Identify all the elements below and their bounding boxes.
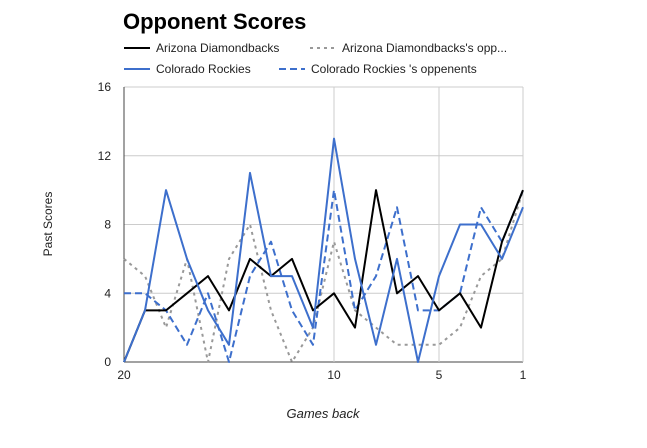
- x-tick-label: 5: [436, 368, 443, 382]
- legend-label-0: Arizona Diamondbacks: [156, 41, 279, 55]
- series-line-2: [123, 137, 524, 363]
- series-lines: [123, 137, 524, 363]
- y-tick-label: 16: [98, 80, 112, 94]
- legend-label-3: Colorado Rockies 's oppenents: [311, 62, 477, 76]
- y-axis-ticks: 0 4 8 12 16: [98, 80, 112, 369]
- y-axis-label: Past Scores: [41, 192, 55, 257]
- y-tick-label: 8: [104, 218, 111, 232]
- series-line-3: [124, 189, 524, 363]
- series-line-1: [123, 189, 524, 363]
- x-tick-label: 20: [117, 368, 131, 382]
- legend-label-1: Arizona Diamondbacks's opp...: [342, 41, 507, 55]
- x-axis-label: Games back: [287, 406, 361, 421]
- y-tick-label: 0: [104, 355, 111, 369]
- x-tick-label: 1: [520, 368, 527, 382]
- x-axis-ticks: 20 10 5 1: [117, 368, 526, 382]
- series-line-0: [123, 189, 524, 363]
- legend: Arizona Diamondbacks Arizona Diamondback…: [124, 41, 507, 76]
- x-tick-label: 10: [327, 368, 341, 382]
- y-tick-label: 4: [104, 286, 111, 300]
- chart-title: Opponent Scores: [123, 9, 306, 34]
- legend-label-2: Colorado Rockies: [156, 62, 251, 76]
- y-tick-label: 12: [98, 149, 112, 163]
